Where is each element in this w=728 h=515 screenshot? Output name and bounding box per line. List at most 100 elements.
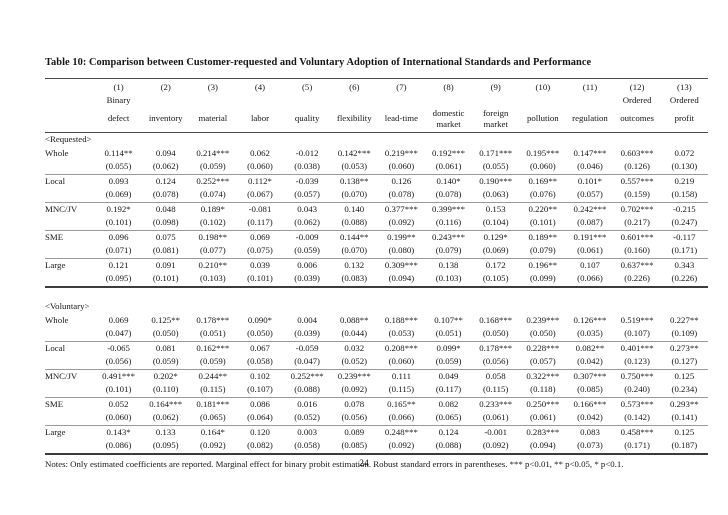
se-cell: (0.087) — [566, 216, 614, 231]
coef-cell: 0.096 — [108, 231, 129, 242]
col-name: lead-time — [377, 107, 425, 133]
coef-cell: 0.377*** — [384, 203, 418, 214]
col-number: (13) — [660, 78, 708, 95]
coef-cell: 0.219 — [674, 175, 695, 186]
row-label: Whole — [45, 314, 69, 325]
se-cell: (0.171) — [613, 439, 661, 455]
col-top-label: Ordered — [669, 95, 699, 106]
se-cell: (0.056) — [95, 355, 143, 370]
coef-cell: 0.401*** — [620, 342, 654, 353]
se-cell: (0.118) — [519, 383, 567, 398]
coef-cell: 0.242*** — [573, 203, 607, 214]
coef-cell: 0.219*** — [384, 147, 418, 158]
se-cell: (0.060) — [377, 355, 425, 370]
row-label-empty — [45, 272, 95, 288]
col-top-label: Binary — [106, 95, 131, 106]
se-cell: (0.092) — [377, 439, 425, 455]
coef-cell: 0.171*** — [479, 147, 513, 158]
se-cell: (0.123) — [613, 355, 661, 370]
coef-cell: 0.069 — [250, 231, 270, 242]
se-cell: (0.061) — [519, 411, 567, 426]
se-cell: (0.067) — [236, 188, 284, 203]
coef-cell: 0.491*** — [102, 370, 136, 381]
col-top-label — [189, 95, 236, 107]
row-label-empty — [45, 188, 95, 203]
se-cell: (0.171) — [660, 244, 708, 259]
row-label-empty — [45, 216, 95, 231]
coef-cell: 0.048 — [155, 203, 176, 214]
col-number: (6) — [330, 78, 378, 95]
row-label: MNC/JV — [45, 203, 78, 214]
col-top-label — [472, 95, 519, 107]
coef-cell: 0.239*** — [337, 370, 371, 381]
col-top-label — [378, 95, 425, 107]
col-name: profit — [660, 107, 708, 133]
coef-cell: 0.322*** — [526, 370, 560, 381]
se-cell: (0.055) — [95, 160, 143, 175]
se-cell: (0.085) — [330, 439, 378, 455]
coef-cell: 0.082 — [438, 398, 459, 409]
se-cell: (0.160) — [613, 244, 661, 259]
se-cell: (0.101) — [236, 272, 284, 288]
col-top-label — [142, 95, 189, 107]
coef-cell: 0.198** — [198, 231, 228, 242]
col-name: regulation — [566, 107, 614, 133]
corner-cell — [45, 107, 95, 133]
coef-cell: 0.188*** — [384, 314, 418, 325]
col-number: (4) — [236, 78, 284, 95]
se-cell: (0.061) — [472, 411, 520, 426]
se-cell: (0.078) — [142, 188, 190, 203]
coef-cell: 0.088** — [339, 314, 369, 325]
coef-cell: 0.062 — [250, 147, 270, 158]
coef-cell: 0.166*** — [573, 398, 607, 409]
se-cell: (0.088) — [330, 216, 378, 231]
coef-cell: 0.557*** — [620, 175, 654, 186]
col-name: material — [189, 107, 237, 133]
se-cell: (0.053) — [330, 160, 378, 175]
se-cell: (0.095) — [95, 272, 143, 288]
coef-cell: 0.142*** — [337, 147, 371, 158]
table-head: (1) (2) (3) (4) (5) (6) (7) (8) (9) (10) (11) (12)(… — [45, 78, 708, 133]
se-cell: (0.075) — [236, 244, 284, 259]
coef-cell: 0.181*** — [196, 398, 230, 409]
row-label: Large — [45, 426, 66, 437]
coef-cell: 0.220** — [528, 203, 558, 214]
col-name: defect — [95, 107, 143, 133]
coef-cell: 0.102 — [250, 370, 270, 381]
coef-cell: 0.750*** — [620, 370, 654, 381]
se-cell: (0.066) — [566, 272, 614, 288]
se-cell: (0.050) — [472, 327, 520, 342]
coef-cell: -0.009 — [295, 231, 319, 242]
se-cell: (0.073) — [566, 439, 614, 455]
coef-cell: 0.124 — [155, 175, 176, 186]
col-top-label — [566, 95, 613, 107]
coef-cell: 0.309*** — [384, 259, 418, 270]
se-cell: (0.069) — [472, 244, 520, 259]
se-cell: (0.141) — [660, 411, 708, 426]
se-cell: (0.115) — [377, 383, 425, 398]
col-name: outcomes — [613, 107, 661, 133]
se-cell: (0.126) — [613, 160, 661, 175]
coef-cell: -0.012 — [295, 147, 319, 158]
se-cell: (0.057) — [519, 355, 567, 370]
se-cell: (0.240) — [613, 383, 661, 398]
coef-cell: 0.199** — [387, 231, 416, 242]
coef-cell: 0.006 — [297, 259, 318, 270]
se-cell: (0.095) — [142, 439, 190, 455]
se-cell: (0.052) — [283, 411, 331, 426]
coef-cell: 0.192* — [106, 203, 131, 214]
col-number: (9) — [472, 78, 520, 95]
se-cell: (0.117) — [424, 383, 473, 398]
se-cell: (0.055) — [472, 160, 520, 175]
se-cell: (0.078) — [377, 188, 425, 203]
se-cell: (0.117) — [236, 216, 284, 231]
se-cell: (0.115) — [189, 383, 237, 398]
coef-cell: 0.129* — [483, 231, 508, 242]
coef-cell: 0.252*** — [196, 175, 230, 186]
se-cell: (0.059) — [189, 355, 237, 370]
coef-cell: 0.121 — [108, 259, 129, 270]
se-cell: (0.088) — [424, 439, 473, 455]
coef-cell: 0.125** — [151, 314, 180, 325]
se-cell: (0.065) — [424, 411, 473, 426]
